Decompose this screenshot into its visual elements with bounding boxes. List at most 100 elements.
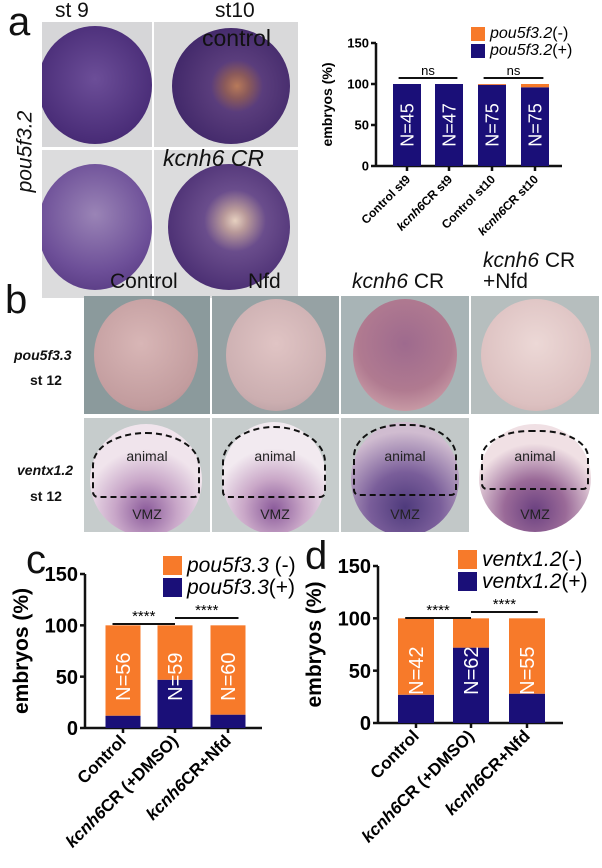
col-header-st9: st 9	[55, 0, 89, 22]
significance-label: ****	[493, 596, 517, 613]
y-tick-label: 100	[347, 77, 369, 92]
y-tick-label: 0	[360, 713, 371, 735]
embryo-photo-pou5f3-3-control	[84, 296, 210, 414]
legend-label: ventx1.2(+)	[482, 570, 588, 593]
col-header-gene: kcnh6	[352, 270, 409, 293]
bar-negative	[521, 84, 549, 88]
bar-n-label: N=75	[525, 103, 545, 147]
bar-n-label: N=45	[397, 103, 417, 147]
col-header-kcnh6-cr: kcnh6 CR	[352, 270, 444, 293]
legend-swatch	[458, 572, 477, 591]
legend-swatch	[163, 578, 182, 597]
bar-n-label: N=42	[406, 646, 428, 694]
y-tick-label: 50	[355, 118, 369, 133]
significance-label: ns	[421, 63, 435, 78]
animal-outline	[92, 432, 200, 498]
significance-label: ****	[195, 602, 219, 619]
bar-n-label: N=55	[517, 646, 539, 694]
col-header-text: CR	[408, 270, 445, 293]
vmz-label: VMZ	[520, 506, 550, 522]
bar-positive	[453, 647, 489, 723]
col-header-nfd: Nfd	[248, 270, 281, 293]
y-tick-label: 100	[45, 616, 78, 638]
embryo-photo-ventx1-2-cr: animal VMZ	[341, 418, 469, 532]
y-tick-label: 150	[45, 564, 78, 586]
x-tick-label: Control	[367, 726, 423, 782]
bar-positive	[105, 715, 141, 728]
col-header-text: CR	[539, 249, 576, 272]
bar-n-label: N=62	[461, 646, 483, 694]
col-header-line2: +Nfd	[483, 270, 528, 293]
animal-outline	[353, 424, 457, 496]
embryo	[168, 164, 290, 290]
embryo	[42, 164, 152, 290]
bar-n-label: N=60	[218, 652, 240, 700]
row-label-gene-2: ventx1.2	[17, 462, 74, 478]
legend-swatch	[471, 44, 485, 58]
y-tick-label: 0	[67, 718, 78, 740]
panel-letter-d: d	[305, 534, 328, 578]
animal-outline	[222, 426, 326, 498]
bar-n-label: N=47	[439, 103, 459, 147]
bar-n-label: N=56	[113, 652, 135, 700]
bar-n-label: N=75	[482, 103, 502, 147]
bar-positive	[478, 84, 506, 166]
control-label: control	[202, 25, 272, 51]
bar-positive	[210, 714, 246, 728]
bar-negative	[478, 84, 506, 85]
row-label-stage-1: st 12	[30, 372, 62, 388]
y-tick-label: 0	[362, 159, 369, 174]
bar-positive	[509, 693, 545, 723]
col-header-kcnh6-cr-nfd: kcnh6 CR +Nfd	[483, 250, 575, 292]
bar-positive	[521, 87, 549, 166]
embryo	[94, 299, 198, 411]
y-tick-label: 50	[349, 661, 371, 683]
bar-positive	[435, 84, 463, 166]
bar-positive	[157, 679, 193, 728]
legend-label: pou5f3.2(-)	[489, 25, 568, 42]
bar-negative	[105, 625, 141, 716]
animal-label: animal	[514, 448, 556, 464]
col-header-st10: st10	[215, 0, 255, 22]
bar-negative	[398, 618, 434, 695]
panel-letter-b: b	[5, 278, 28, 322]
embryo	[172, 28, 290, 144]
embryo	[42, 26, 152, 144]
bar-n-label: N=59	[165, 652, 187, 700]
y-axis-label: embryos (%)	[303, 581, 326, 707]
col-header-gene: kcnh6	[483, 249, 540, 272]
row-label-gene-1: pou5f3.3	[14, 347, 72, 363]
y-axis-label: embryos (%)	[10, 588, 33, 714]
legend-label: ventx1.2(-)	[482, 548, 582, 571]
embryo-photo-cr-st10	[154, 150, 298, 298]
animal-outline	[481, 430, 589, 490]
col-header-text: Nfd	[248, 270, 281, 293]
embryo	[481, 299, 591, 411]
legend-swatch	[458, 550, 477, 569]
embryo-photo-control-st9	[42, 22, 152, 147]
significance-label: ****	[426, 602, 450, 619]
bar-negative	[157, 625, 193, 680]
legend-label: pou5f3.3(+)	[186, 576, 295, 599]
bar-negative	[210, 625, 246, 715]
animal-label: animal	[254, 448, 296, 464]
animal-label: animal	[384, 448, 426, 464]
vmz-label: VMZ	[260, 506, 290, 522]
embryo-photo-ventx1-2-nfd: animal VMZ	[212, 418, 339, 532]
embryo	[226, 299, 326, 411]
y-tick-label: 100	[338, 609, 371, 631]
col-header-control: Control	[110, 270, 178, 293]
bar-positive	[398, 694, 434, 723]
embryo-photo-pou5f3-3-nfd	[212, 296, 339, 414]
embryo-photo-ventx1-2-cr-nfd: animal VMZ	[471, 418, 599, 532]
embryo-photo-pou5f3-3-cr	[341, 296, 469, 414]
embryo-photo-ventx1-2-control: animal VMZ	[84, 418, 210, 532]
legend-swatch	[471, 27, 485, 41]
kcnh6-cr-label: kcnh6 CR	[163, 145, 264, 171]
y-tick-label: 150	[338, 556, 371, 578]
col-header-text: Control	[110, 270, 178, 293]
legend-label: pou5f3.3 (-)	[186, 554, 296, 577]
significance-label: ns	[507, 63, 521, 78]
